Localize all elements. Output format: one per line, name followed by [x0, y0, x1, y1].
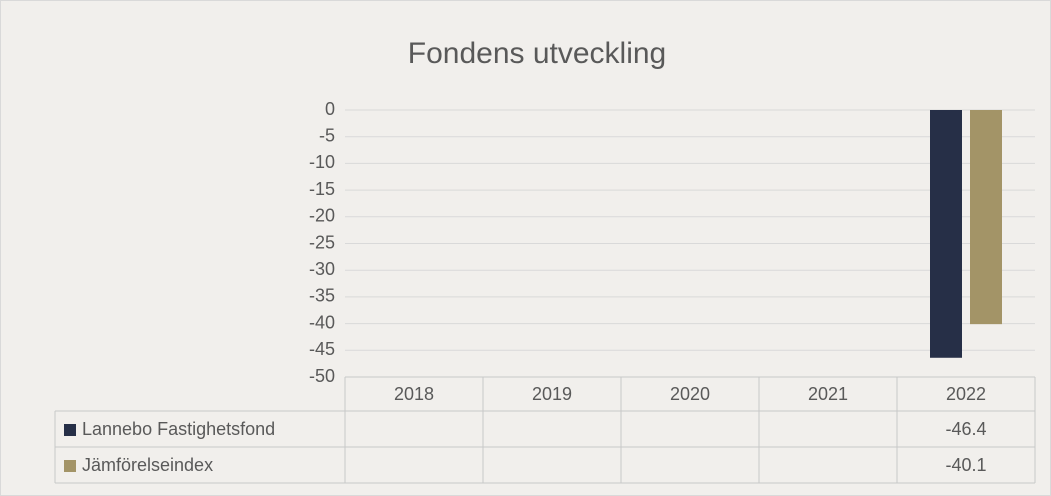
legend-label: Jämförelseindex — [82, 455, 213, 475]
table-value: -46.4 — [945, 419, 986, 439]
x-tick-label: 2022 — [946, 384, 986, 404]
y-tick-label: -45 — [309, 339, 335, 359]
bar — [930, 110, 962, 358]
y-tick-label: -25 — [309, 232, 335, 252]
legend-swatch — [64, 460, 76, 472]
y-tick-label: -10 — [309, 152, 335, 172]
y-tick-label: -30 — [309, 259, 335, 279]
table-value: -40.1 — [945, 455, 986, 475]
bar — [970, 110, 1002, 325]
x-tick-label: 2019 — [532, 384, 572, 404]
x-tick-label: 2021 — [808, 384, 848, 404]
y-tick-label: -35 — [309, 286, 335, 306]
y-tick-label: -50 — [309, 366, 335, 386]
legend-label: Lannebo Fastighetsfond — [82, 419, 275, 439]
x-tick-label: 2020 — [670, 384, 710, 404]
y-tick-label: -5 — [319, 125, 335, 145]
y-tick-label: -15 — [309, 179, 335, 199]
legend-swatch — [64, 424, 76, 436]
x-tick-label: 2018 — [394, 384, 434, 404]
y-tick-label: 0 — [325, 99, 335, 119]
chart-title: Fondens utveckling — [408, 37, 667, 70]
y-tick-label: -20 — [309, 206, 335, 226]
y-tick-label: -40 — [309, 312, 335, 332]
